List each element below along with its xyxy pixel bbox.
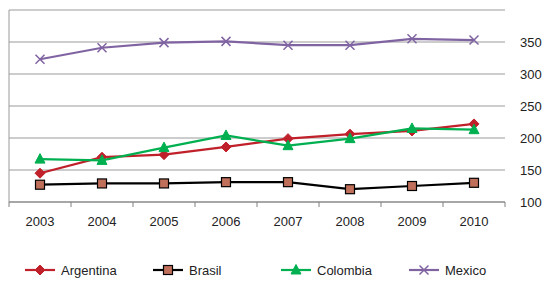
plot-area — [35, 34, 479, 193]
y-tick-label: 100 — [520, 195, 542, 210]
point-marker — [221, 130, 231, 140]
point-marker — [346, 185, 355, 194]
legend-label: Mexico — [445, 263, 486, 278]
point-marker — [35, 154, 45, 164]
grid-line — [9, 170, 505, 171]
x-tick — [71, 202, 72, 207]
point-marker — [36, 55, 45, 64]
x-tick — [257, 202, 258, 207]
point-marker — [160, 179, 169, 188]
point-marker — [408, 182, 417, 191]
point-marker — [222, 37, 231, 46]
x-tick-label: 2005 — [150, 214, 179, 229]
x-tick-label: 2009 — [398, 214, 427, 229]
legend-label: Argentina — [61, 263, 117, 278]
x-tick — [505, 202, 506, 207]
y-tick-label: 200 — [520, 131, 542, 146]
x-tick — [195, 202, 196, 207]
legend-marker — [420, 266, 429, 275]
x-tick-label: 2003 — [26, 214, 55, 229]
legend-marker — [291, 265, 301, 275]
point-marker — [469, 124, 479, 133]
x-tick-label: 2004 — [88, 214, 117, 229]
y-tick-label: 150 — [520, 163, 542, 178]
point-marker — [159, 142, 169, 152]
point-marker — [222, 178, 231, 187]
point-marker — [98, 43, 107, 52]
point-marker — [221, 142, 231, 152]
x-tick — [443, 202, 444, 207]
x-tick — [381, 202, 382, 207]
point-marker — [284, 41, 293, 50]
legend-marker — [35, 265, 45, 275]
y-axis-line — [9, 10, 10, 202]
point-marker — [283, 140, 293, 150]
legend: Argentina Brasil Colombia Mexico — [25, 263, 486, 278]
y-tick-label: 300 — [520, 67, 542, 82]
point-marker — [36, 180, 45, 189]
chart-container: 100 150 200 250 300 350 2003 2004 2005 2006 2007 20… — [0, 0, 550, 292]
x-tick-label: 2008 — [336, 214, 365, 229]
grid-line — [9, 74, 505, 75]
point-marker — [470, 178, 479, 187]
point-marker — [35, 168, 45, 178]
point-marker — [345, 133, 355, 143]
legend-label: Brasil — [189, 263, 222, 278]
x-tick — [133, 202, 134, 207]
y-tick-label: 250 — [520, 99, 542, 114]
legend-label: Colombia — [317, 263, 373, 278]
legend-marker — [164, 266, 173, 275]
point-marker — [284, 178, 293, 187]
frame-top — [9, 10, 505, 11]
x-tick-label: 2010 — [460, 214, 489, 229]
point-marker — [408, 34, 417, 43]
point-marker — [470, 36, 479, 45]
point-marker — [98, 179, 107, 188]
x-tick — [319, 202, 320, 207]
point-marker — [407, 123, 417, 132]
y-tick-label: 350 — [520, 35, 542, 50]
grid-line — [9, 106, 505, 107]
grid-line — [9, 138, 505, 139]
x-tick-label: 2006 — [212, 214, 241, 229]
point-marker — [160, 38, 169, 47]
point-marker — [97, 155, 107, 165]
point-marker — [346, 41, 355, 50]
series-line — [40, 128, 474, 160]
x-tick-label: 2007 — [274, 214, 303, 229]
x-tick — [9, 202, 10, 207]
chart: 100 150 200 250 300 350 2003 2004 2005 2006 2007 20… — [0, 0, 550, 292]
